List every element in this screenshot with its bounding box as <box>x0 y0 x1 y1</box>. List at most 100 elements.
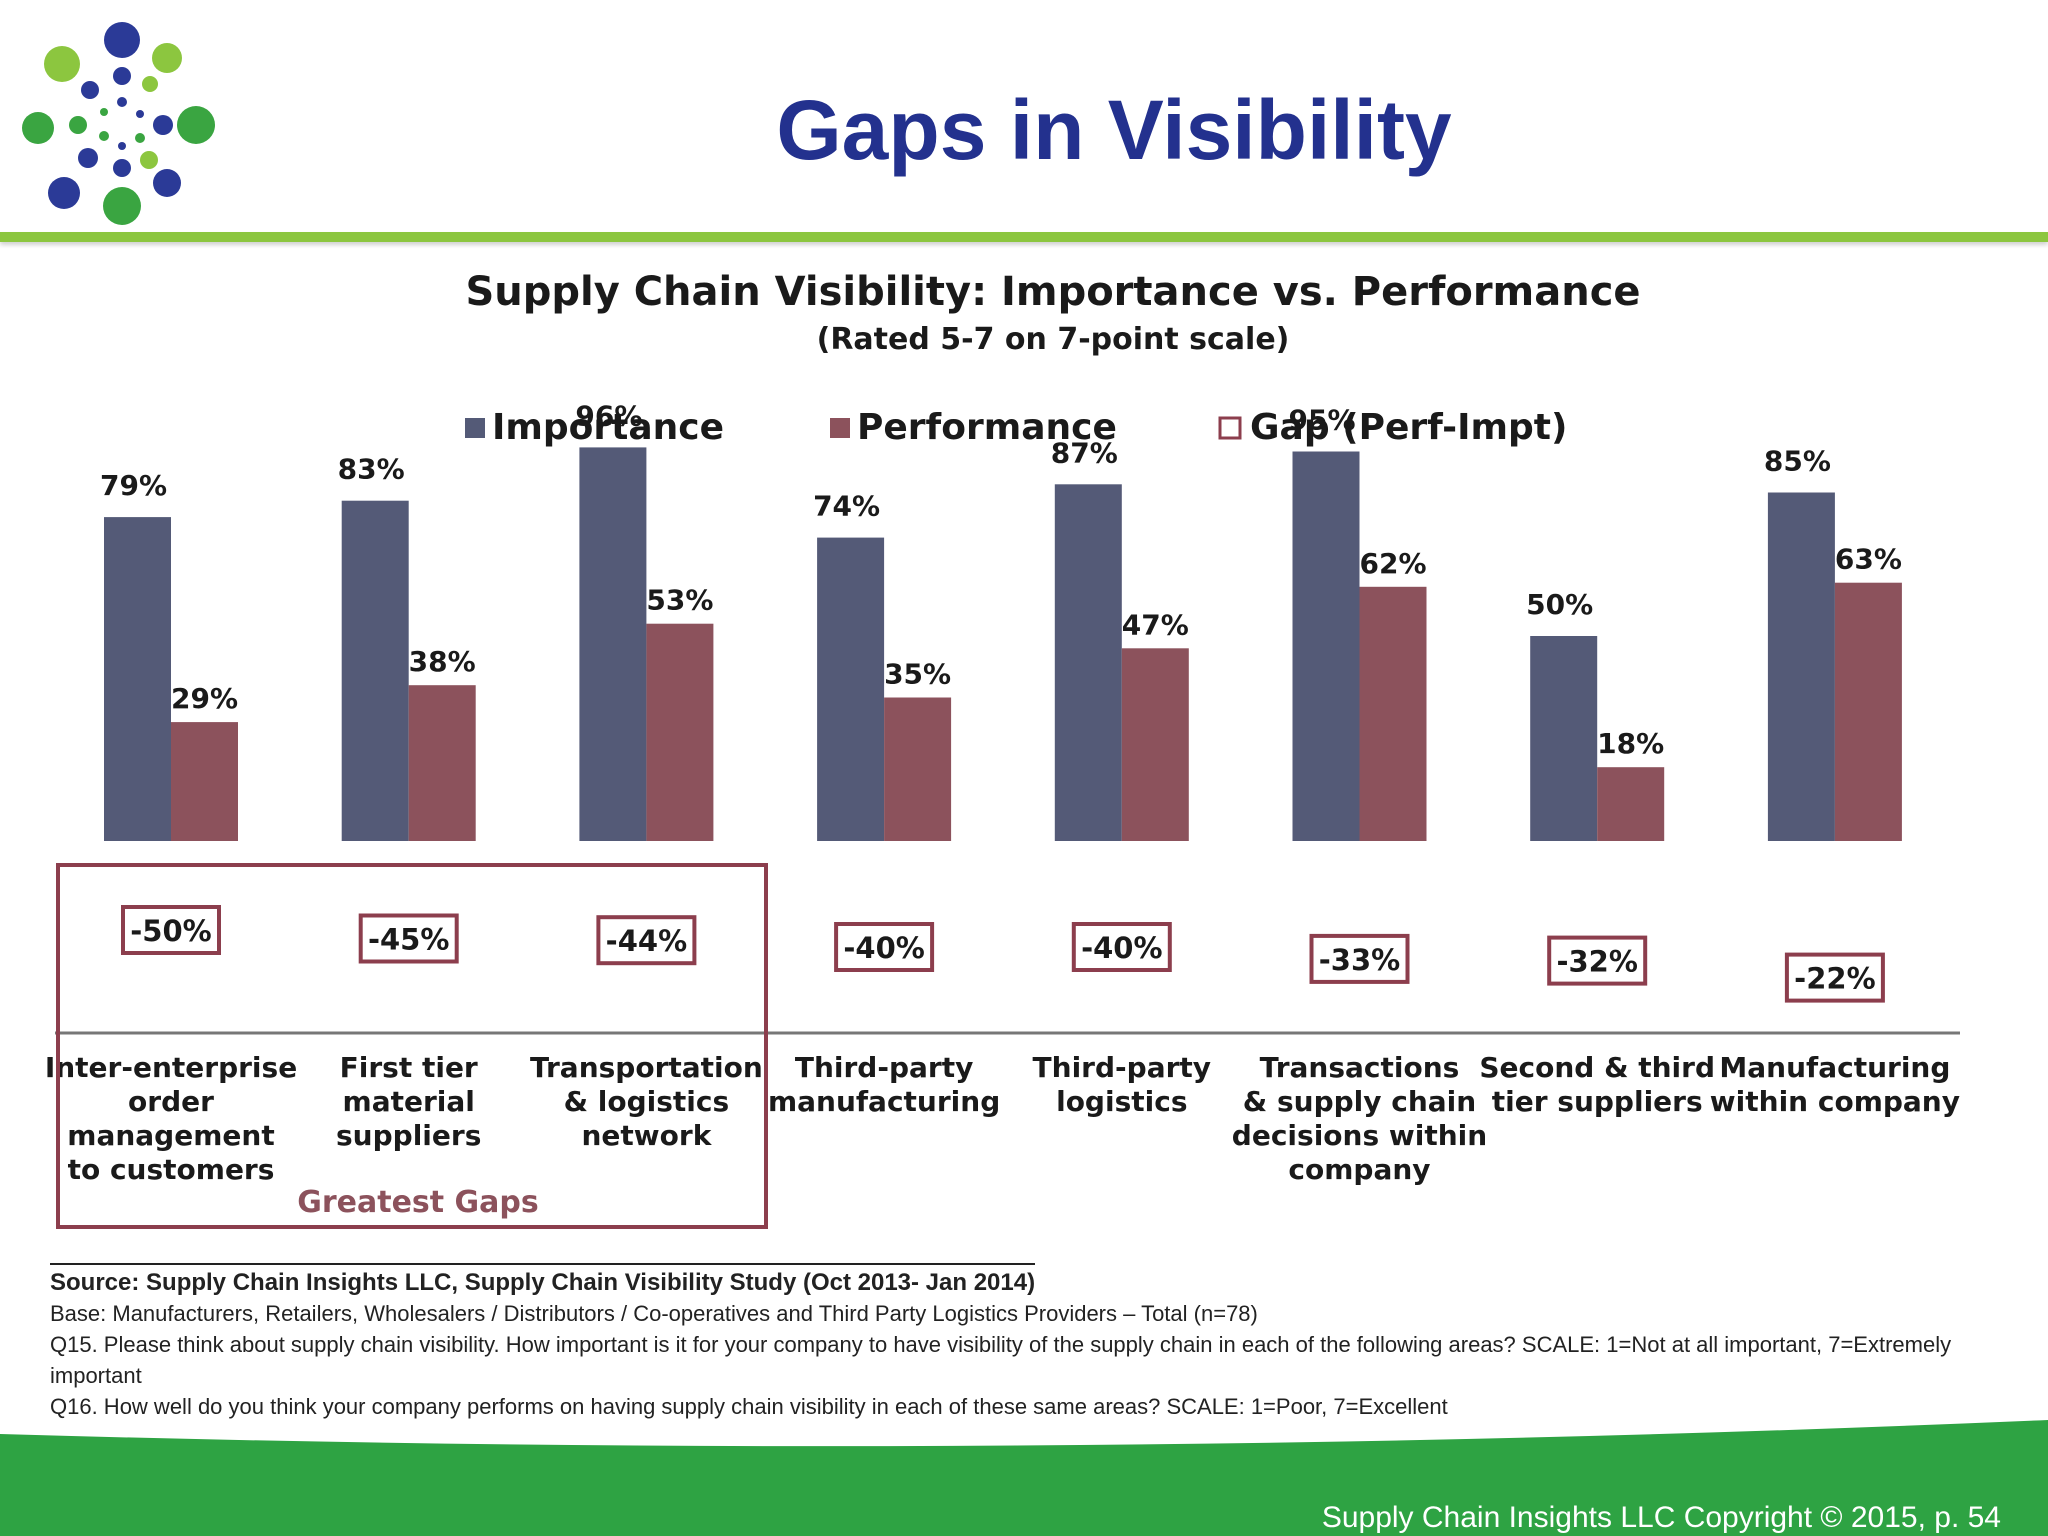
category-label-line: Manufacturing <box>1719 1051 1950 1084</box>
performance-bar <box>1834 582 1902 841</box>
bars-layer: 79% 29% 83% 38% 96% 53% 74% 35% 87% 47% 95% 62% 50% 1… <box>100 399 1902 841</box>
gap-value-label: -40% <box>1081 931 1162 965</box>
slide-title: Gaps in Visibility <box>776 83 1452 177</box>
gap-value-label: -40% <box>843 931 924 965</box>
category-label: Third-party manufacturing <box>768 1051 1000 1118</box>
performance-value-label: 35% <box>884 658 951 691</box>
gap-box <box>1071 922 1172 972</box>
category-label-line: Inter-enterprise <box>45 1051 297 1084</box>
performance-value-label: 18% <box>1597 727 1664 760</box>
importance-value-label: 79% <box>100 469 167 502</box>
category-label-line: Transportation <box>530 1051 763 1084</box>
category-label-line: management <box>67 1119 274 1152</box>
category-label-line: Second & third <box>1479 1051 1715 1084</box>
category-label-line: within company <box>1710 1085 1960 1118</box>
gap-box <box>1784 952 1885 1003</box>
category-label: First tier material suppliers <box>336 1051 481 1152</box>
importance-value-label: 85% <box>1764 445 1831 478</box>
gap-box <box>596 915 697 966</box>
category-label-line: network <box>581 1119 712 1152</box>
gap-value-label: -33% <box>1319 943 1400 977</box>
importance-bar <box>1530 636 1598 841</box>
visibility-bar-chart: Supply Chain Visibility: Importance vs. … <box>45 269 1960 1229</box>
performance-value-label: 47% <box>1122 608 1189 641</box>
category-label-line: & supply chain <box>1243 1085 1476 1118</box>
category-label-line: tier suppliers <box>1492 1085 1703 1118</box>
category-label-line: company <box>1288 1153 1430 1186</box>
gap-value-label: -44% <box>606 924 687 958</box>
base-note: Base: Manufacturers, Retailers, Wholesal… <box>50 1301 1258 1326</box>
category-label-line: suppliers <box>336 1119 481 1152</box>
greatest-gaps-label: Greatest Gaps <box>297 1185 539 1220</box>
importance-value-label: 96% <box>575 399 642 432</box>
title-divider <box>0 232 2048 242</box>
category-label-line: First tier <box>340 1051 478 1084</box>
category-label: Third-party logistics <box>1033 1051 1212 1118</box>
performance-bar <box>1359 586 1427 841</box>
category-label: Second & third tier suppliers <box>1479 1051 1715 1118</box>
performance-bar <box>1597 767 1665 841</box>
performance-value-label: 53% <box>646 584 713 617</box>
category-label-line: material <box>343 1085 475 1118</box>
importance-bar <box>817 537 885 841</box>
performance-bar <box>646 623 714 841</box>
category-label-line: to customers <box>68 1153 275 1186</box>
chart-subtitle: (Rated 5-7 on 7-point scale) <box>817 322 1290 357</box>
category-label-line: manufacturing <box>768 1085 1000 1118</box>
legend-label-gap: Gap (Perf-Impt) <box>1250 407 1567 448</box>
gap-box <box>121 905 221 955</box>
category-labels: Inter-enterprise order management to custom… <box>45 1051 1960 1186</box>
importance-bar <box>1292 451 1360 841</box>
importance-bar <box>1054 484 1122 841</box>
gap-box <box>1547 935 1648 986</box>
category-label-line: logistics <box>1056 1085 1187 1118</box>
gaps-layer: -50% -45% -44% -40% -40% -33% -32% -22% <box>121 905 1885 1003</box>
performance-bar <box>884 697 952 841</box>
category-label-line: order <box>128 1085 214 1118</box>
footnotes: Source: Supply Chain Insights LLC, Suppl… <box>50 1263 2010 1422</box>
importance-value-label: 83% <box>338 453 405 486</box>
importance-bar <box>579 447 647 841</box>
category-label-line: decisions within <box>1232 1119 1487 1152</box>
legend-swatch-gap <box>1218 416 1242 440</box>
importance-bar <box>341 500 409 841</box>
company-logo <box>22 22 215 225</box>
legend-swatch-performance <box>830 418 850 438</box>
legend-label-importance: Importance <box>492 407 724 448</box>
performance-bar <box>408 685 476 841</box>
gap-value-label: -32% <box>1556 945 1637 979</box>
importance-bar <box>104 517 171 841</box>
importance-value-label: 95% <box>1288 404 1355 437</box>
greatest-gaps-highlight <box>56 863 768 1229</box>
performance-bar <box>1121 648 1189 841</box>
copyright-text: Supply Chain Insights LLC Copyright © 20… <box>1321 1501 2001 1534</box>
category-label: Manufacturing within company <box>1710 1051 1960 1118</box>
gap-box <box>358 913 459 964</box>
chart-title: Supply Chain Visibility: Importance vs. … <box>465 269 1640 315</box>
gap-box <box>834 922 935 972</box>
category-label: Transactions & supply chain decisions with… <box>1232 1051 1487 1186</box>
importance-value-label: 50% <box>1526 588 1593 621</box>
chart-legend: Importance Performance Gap (Perf-Impt) <box>465 407 1567 448</box>
q16-note: Q16. How well do you think your company … <box>50 1394 1448 1419</box>
legend-swatch-importance <box>465 418 485 438</box>
legend-label-performance: Performance <box>857 407 1117 448</box>
category-label-line: Third-party <box>1033 1051 1212 1084</box>
q15-note: Q15. Please think about supply chain vis… <box>50 1332 1952 1388</box>
performance-value-label: 38% <box>409 645 476 678</box>
gap-value-label: -50% <box>130 914 211 948</box>
gap-value-label: -45% <box>368 923 449 957</box>
importance-bar <box>1767 492 1835 841</box>
performance-bar <box>171 722 238 841</box>
gap-box <box>1309 933 1410 984</box>
category-label: Inter-enterprise order management to custom… <box>45 1051 297 1186</box>
category-label-line: Transactions <box>1260 1051 1460 1084</box>
category-label-line: & logistics <box>564 1085 730 1118</box>
gap-value-label: -22% <box>1794 962 1875 996</box>
source-note: Source: Supply Chain Insights LLC, Suppl… <box>50 1263 1036 1298</box>
footer-band <box>0 1420 2048 1536</box>
category-label: Transportation & logistics network <box>530 1051 763 1152</box>
category-label-line: Third-party <box>795 1051 974 1084</box>
performance-value-label: 63% <box>1835 543 1902 576</box>
importance-value-label: 74% <box>813 490 880 523</box>
